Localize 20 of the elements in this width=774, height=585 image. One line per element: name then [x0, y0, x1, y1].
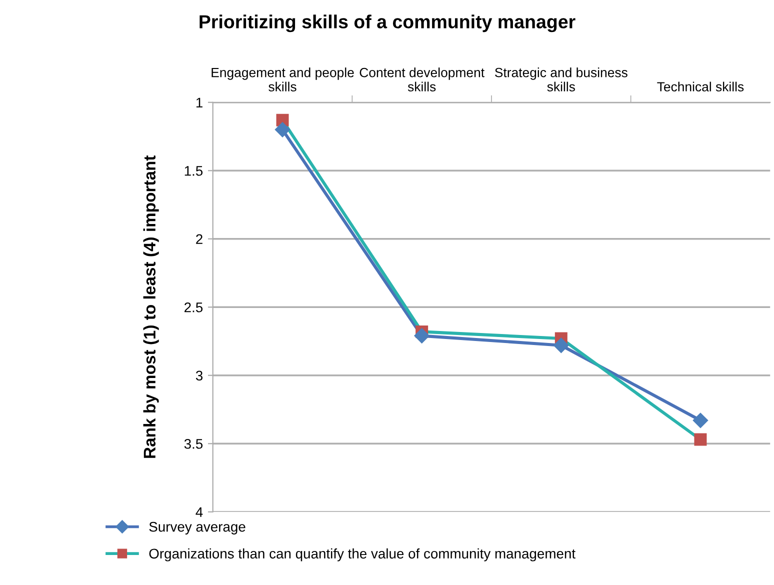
- y-tick-label: 2: [196, 234, 202, 244]
- y-tick-label: 1.5: [184, 166, 203, 176]
- y-tick-label: 3: [196, 370, 203, 381]
- legend-label: Survey average: [149, 522, 246, 534]
- x-tick-label: Content development skills: [360, 68, 484, 92]
- y-tick-label: 1: [196, 98, 202, 108]
- x-tick-label: Strategic and business skills: [495, 68, 628, 92]
- chart-title: Prioritizing skills of a community manager: [200, 14, 576, 32]
- y-tick-label: 3.5: [184, 438, 203, 449]
- x-tick-label: Technical skills: [657, 82, 744, 92]
- point: [414, 328, 430, 344]
- point: [274, 122, 290, 138]
- point: [692, 412, 708, 428]
- x-tick-label: Engagement and people skills: [212, 68, 354, 92]
- point: [554, 338, 569, 353]
- point: [694, 433, 707, 446]
- y-tick-label: 2.5: [184, 302, 203, 312]
- y-axis-title: Rank by most (1) to least (4) important: [143, 155, 159, 458]
- legend-label: Organizations than can quantify the value of community management: [149, 548, 576, 562]
- y-tick-label: 4: [196, 507, 203, 517]
